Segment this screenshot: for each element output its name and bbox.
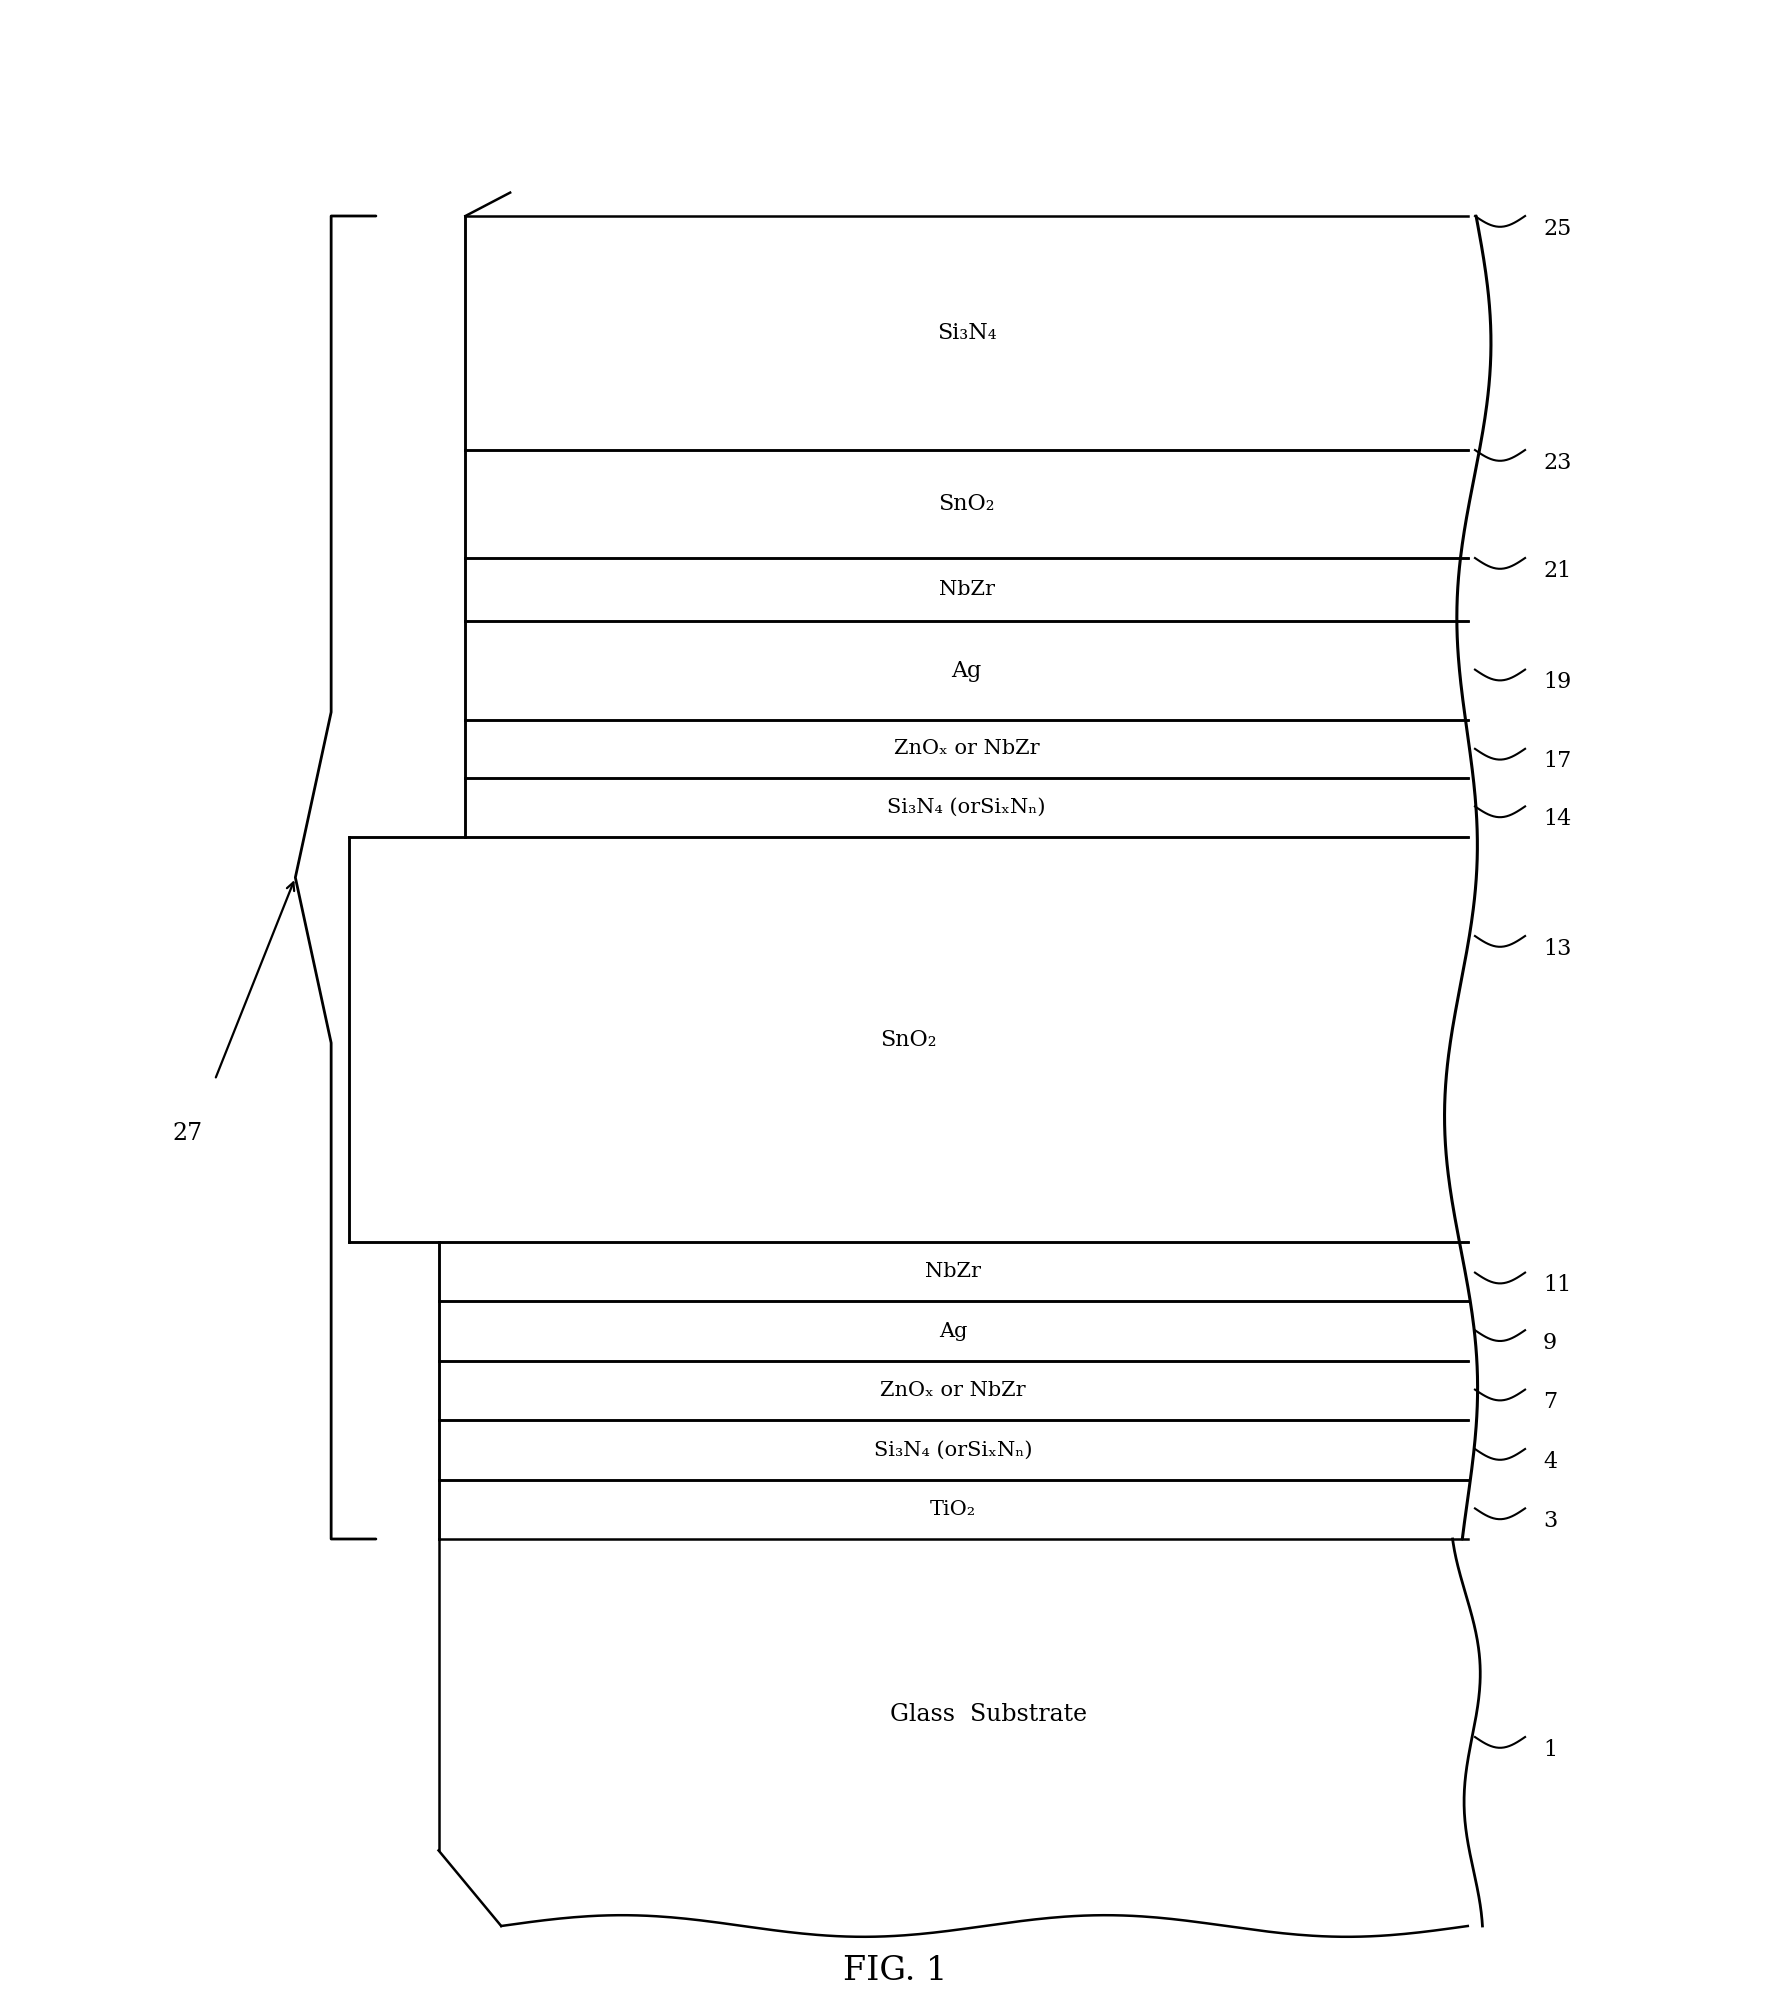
Text: 3: 3 (1542, 1510, 1556, 1532)
Text: 4: 4 (1542, 1452, 1556, 1472)
Polygon shape (465, 720, 1467, 778)
Text: FIG. 1: FIG. 1 (843, 1956, 946, 1988)
Text: 14: 14 (1542, 808, 1571, 831)
Text: SnO₂: SnO₂ (937, 494, 995, 514)
Text: 17: 17 (1542, 750, 1571, 772)
Text: 21: 21 (1542, 560, 1571, 581)
Text: Si₃N₄ (orSiₓNₙ): Si₃N₄ (orSiₓNₙ) (873, 1439, 1032, 1460)
Polygon shape (465, 558, 1467, 621)
Polygon shape (349, 837, 1467, 1242)
Text: Glass  Substrate: Glass Substrate (889, 1704, 1088, 1726)
Text: ZnOₓ or NbZr: ZnOₓ or NbZr (893, 740, 1039, 758)
Polygon shape (465, 450, 1467, 558)
Text: Ag: Ag (952, 659, 980, 681)
Text: 27: 27 (174, 1123, 202, 1145)
Text: SnO₂: SnO₂ (880, 1028, 936, 1050)
Text: Ag: Ag (939, 1322, 966, 1341)
Text: 9: 9 (1542, 1333, 1556, 1355)
Polygon shape (438, 1480, 1467, 1538)
Text: 23: 23 (1542, 452, 1571, 474)
Text: 13: 13 (1542, 937, 1571, 960)
Polygon shape (438, 1361, 1467, 1419)
Text: NbZr: NbZr (925, 1262, 980, 1282)
Text: ZnOₓ or NbZr: ZnOₓ or NbZr (880, 1381, 1025, 1399)
Text: TiO₂: TiO₂ (930, 1500, 975, 1518)
Text: 7: 7 (1542, 1391, 1556, 1413)
Text: NbZr: NbZr (937, 581, 995, 599)
Text: 11: 11 (1542, 1274, 1571, 1296)
Polygon shape (438, 1538, 1467, 1925)
Polygon shape (465, 216, 1467, 450)
Text: 25: 25 (1542, 218, 1571, 240)
Text: 1: 1 (1542, 1738, 1556, 1760)
Text: Si₃N₄ (orSiₓNₙ): Si₃N₄ (orSiₓNₙ) (887, 798, 1045, 816)
Polygon shape (465, 621, 1467, 720)
Text: Si₃N₄: Si₃N₄ (936, 323, 996, 345)
Text: 19: 19 (1542, 671, 1571, 694)
Polygon shape (438, 1242, 1467, 1302)
Polygon shape (465, 778, 1467, 837)
Polygon shape (438, 1419, 1467, 1480)
Polygon shape (438, 1302, 1467, 1361)
